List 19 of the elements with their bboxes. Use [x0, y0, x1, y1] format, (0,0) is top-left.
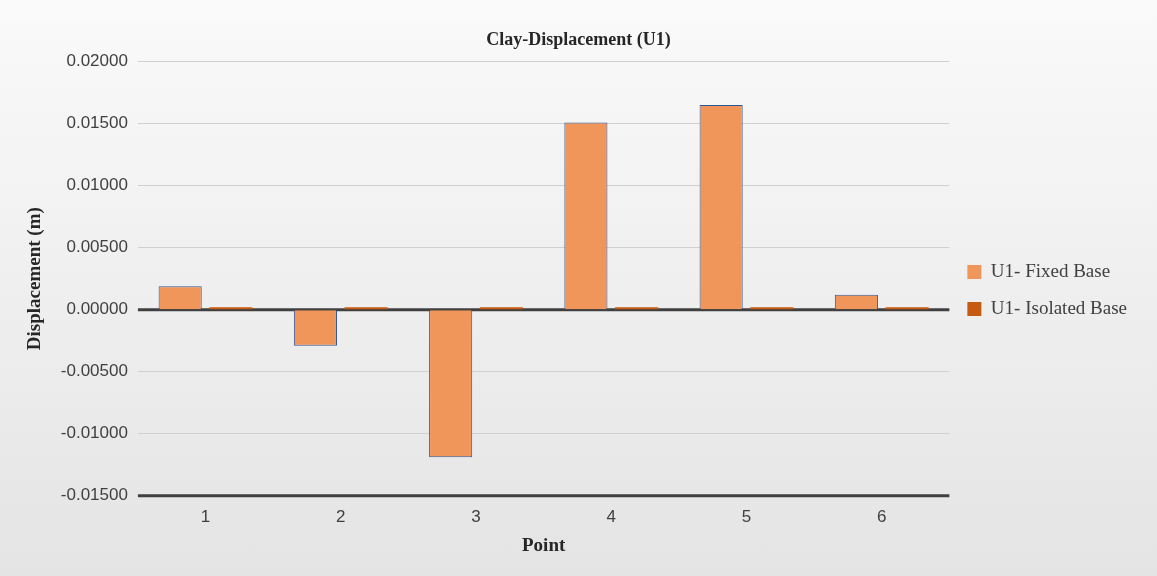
x-tick-label: 5: [741, 506, 752, 526]
y-tick-label: -0.01500: [60, 485, 128, 505]
x-tick-label: 3: [471, 506, 481, 526]
chart-title: Clay-Displacement (U1): [486, 29, 671, 51]
y-tick-label: 0.01000: [66, 175, 128, 195]
y-tick-label: -0.00500: [60, 361, 128, 381]
x-axis-title: Point: [522, 533, 566, 555]
y-tick-label: 0.00000: [66, 299, 128, 319]
x-tick-label: 4: [606, 506, 616, 526]
y-tick-label: 0.02000: [66, 51, 128, 71]
y-tick-label: -0.01000: [60, 423, 128, 443]
y-tick-label: 0.00500: [66, 237, 128, 257]
legend-label: U1- Isolated Base: [990, 296, 1128, 318]
x-tick-label: 1: [200, 506, 211, 526]
legend-label: U1- Fixed Base: [990, 259, 1111, 281]
x-tick-label: 6: [877, 506, 887, 526]
y-axis-title: Displacement (m): [23, 207, 46, 351]
y-tick-label: 0.01500: [66, 113, 128, 133]
x-tick-label: 2: [336, 506, 346, 526]
